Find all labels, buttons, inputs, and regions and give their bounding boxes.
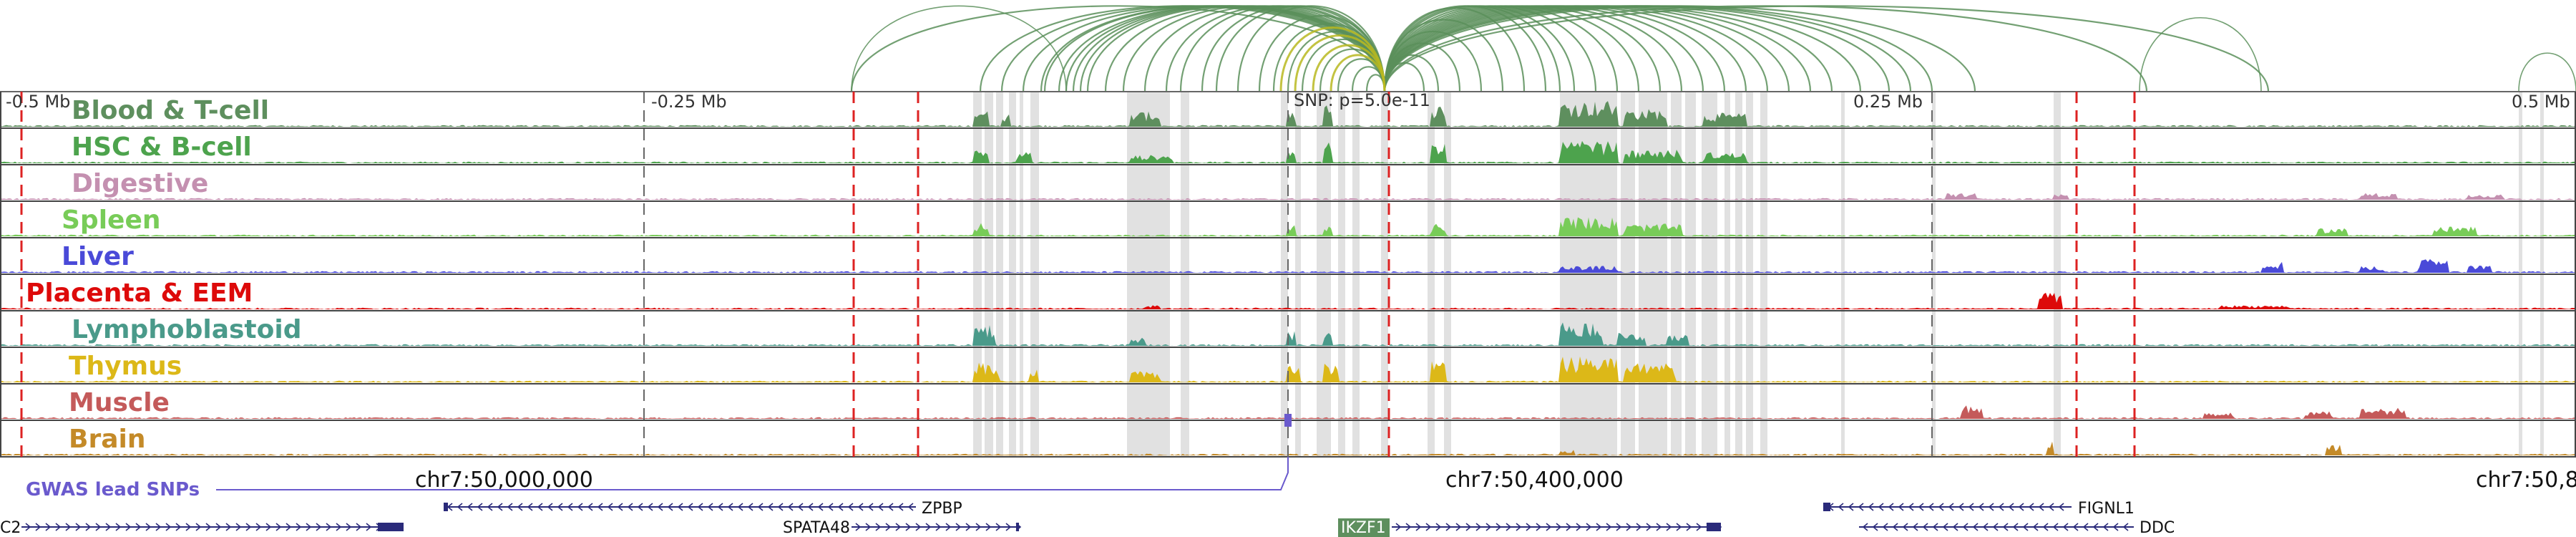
gene-label-zpbp: ZPBP (922, 500, 962, 518)
signal-2 (0, 193, 2576, 200)
track-label-1: HSC & B-cell (72, 132, 252, 162)
gene-label-spata48: SPATA48 (783, 519, 850, 537)
gene-zpbp-exon (444, 503, 448, 511)
track-label-7: Thymus (69, 352, 182, 381)
chromatin-loop-arcs (850, 5, 2576, 92)
gene-ikzf1-chevrons (1395, 523, 1722, 531)
gene-c2-chevrons (25, 523, 402, 531)
track-label-9: Brain (69, 425, 145, 454)
gene-fignl1-exon (1823, 503, 1830, 511)
gene-annotation-track (21, 503, 2134, 531)
scale-label-minus-quarter: -0.25 Mb (651, 92, 727, 112)
signal-5 (0, 292, 2576, 309)
loop-arc-right-27 (1383, 5, 2270, 92)
gwas-connector-line (216, 457, 1289, 490)
loop-arc-yellow-3 (1330, 54, 1386, 92)
gene-label-ikzf1-background (1338, 518, 1390, 537)
track-label-4: Liver (62, 242, 134, 271)
gene-ddc-chevrons (1862, 523, 2129, 531)
gene-label-ddc: DDC (2140, 519, 2175, 537)
signal-8 (0, 405, 2576, 419)
gene-label-c2: C2 (0, 519, 21, 537)
gene-label-ikzf1: IKZF1 (1341, 519, 1386, 537)
track-label-6: Lymphoblastoid (72, 315, 302, 344)
snp-pvalue-label: SNP: p=5.0e-11 (1294, 90, 1430, 110)
loop-arc-extra-0 (851, 5, 1067, 92)
signal-7 (0, 356, 2576, 382)
coordinate-label-3: chr7:50,8 (2476, 468, 2576, 493)
coordinate-label-1: chr7:50,000,000 (415, 468, 593, 493)
gene-c2-exon (378, 523, 404, 531)
scale-label-plus-half: 0.5 Mb (2512, 92, 2570, 112)
gwas-lead-snps-label: GWAS lead SNPs (26, 479, 200, 500)
track-label-0: Blood & T-cell (72, 96, 269, 125)
gene-ikzf1-exon (1707, 523, 1721, 531)
track-label-2: Digestive (72, 169, 208, 198)
track-label-5: Placenta & EEM (26, 279, 253, 308)
track-labels: Blood & T-cell HSC & B-cell Digestive Splee… (26, 96, 302, 454)
loop-arc-extra-2 (2518, 52, 2576, 92)
gene-label-fignl1: FIGNL1 (2078, 500, 2135, 518)
vertical-marker-lines (20, 92, 2136, 457)
loop-arc-right-25 (1383, 5, 1976, 92)
scale-label-plus-quarter: 0.25 Mb (1853, 92, 1923, 112)
loop-arc-extra-1 (2139, 16, 2262, 92)
gwas-snp-marker (1284, 414, 1292, 427)
gene-spata48-chevrons (855, 523, 1022, 531)
track-label-8: Muscle (69, 388, 170, 417)
coordinate-label-2: chr7:50,400,000 (1445, 468, 1624, 493)
gene-spata48-exon (1016, 523, 1019, 531)
track-label-3: Spleen (62, 205, 161, 235)
gwas-snp-track (216, 414, 1292, 490)
scale-label-minus-half: -0.5 Mb (6, 92, 70, 112)
